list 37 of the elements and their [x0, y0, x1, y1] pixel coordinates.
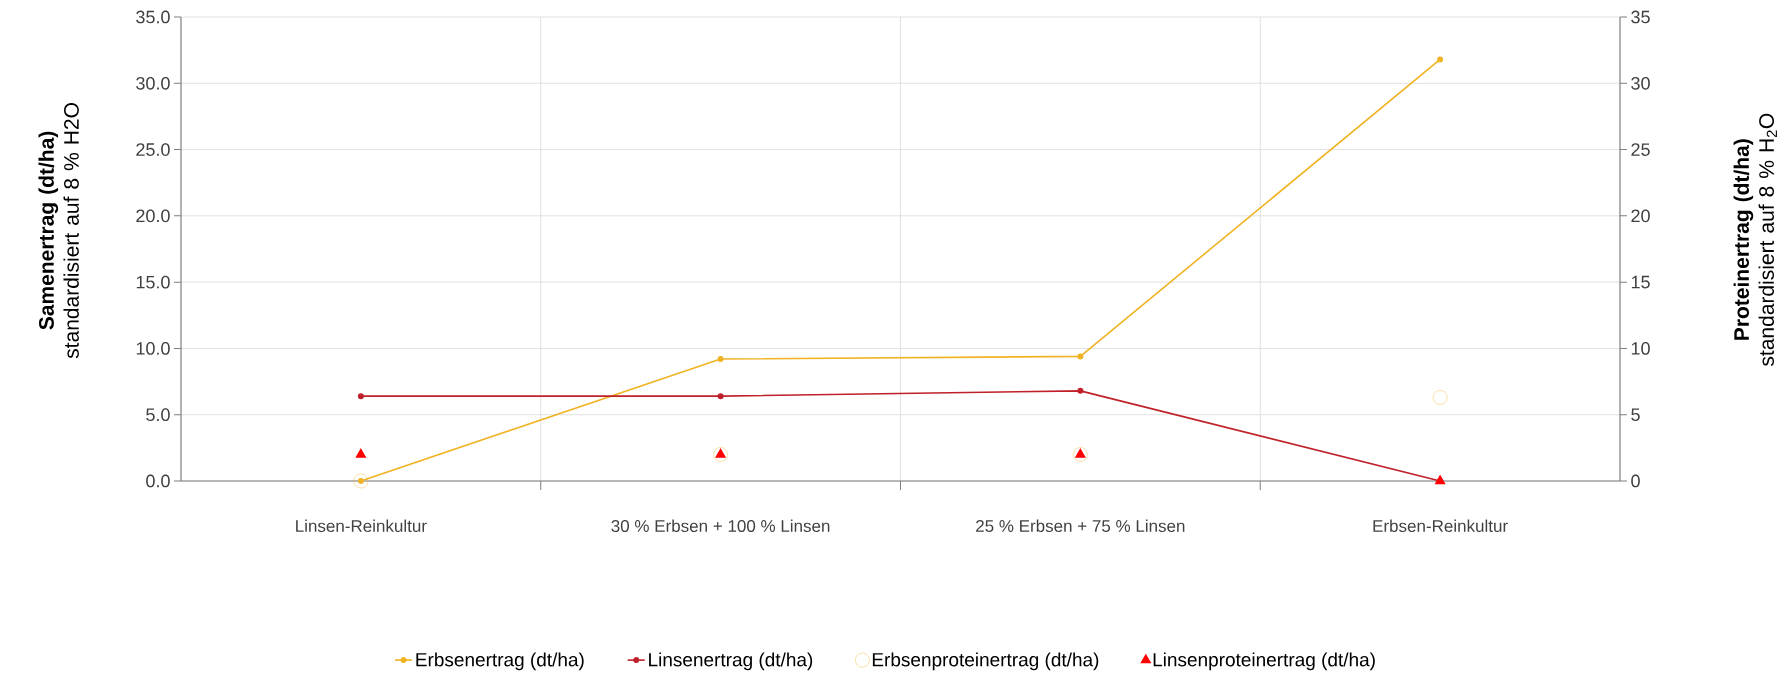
- legend-label: Erbsenertrag (dt/ha): [416, 652, 584, 671]
- point: [713, 447, 728, 462]
- y2-axis-title: Proteinertrag (dt/ha) standardisiert auf 8 % H$_{2}$O: [1733, 113, 1777, 367]
- y2-tick-label: 20: [1631, 209, 1650, 223]
- point: [717, 356, 724, 363]
- point: [353, 473, 369, 489]
- point: [357, 393, 364, 400]
- y2-tick-label: 30: [1631, 76, 1650, 90]
- point: [717, 393, 724, 400]
- y2-tick-label: 35: [1631, 10, 1650, 24]
- y-tick-label: 20.0: [136, 209, 170, 223]
- y-tick-label: 25.0: [136, 143, 170, 156]
- x-tick-label: Linsen-Reinkultur: [296, 519, 427, 533]
- point: [1073, 447, 1088, 462]
- x-tick-label: 30 % Erbsen + 100 % Linsen: [611, 519, 830, 533]
- x-tick-label: 25 % Erbsen + 75 % Linsen: [976, 519, 1185, 533]
- y-tick-label: 5.0: [146, 408, 170, 422]
- x-tick-label: Erbsen-Reinkultur: [1373, 519, 1508, 533]
- y2-tick-label: 0: [1631, 474, 1640, 488]
- y-tick-label: 10.0: [136, 342, 170, 355]
- legend-label: Linsenproteinertrag (dt/ha): [1153, 652, 1375, 671]
- legend-label: Linsenertrag (dt/ha): [649, 652, 813, 671]
- point: [1077, 387, 1084, 394]
- point: [1077, 353, 1084, 360]
- y-axis-title: Samenertrag (dt/ha) standardisiert auf 8 % H2O: [38, 103, 79, 359]
- point: [355, 448, 366, 458]
- y-tick-label: 30.0: [136, 76, 170, 90]
- y-tick-label: 0.0: [146, 474, 170, 488]
- y2-tick-label: 25: [1631, 143, 1650, 156]
- y2-tick-label: 5: [1631, 408, 1640, 421]
- point: [1437, 56, 1444, 63]
- y-tick-label: 15.0: [136, 275, 170, 289]
- y2-tick-label: 15: [1631, 275, 1650, 289]
- y2-tick-label: 10: [1631, 342, 1650, 355]
- legend-label: Erbsenproteinertrag (dt/ha): [872, 652, 1099, 671]
- point: [1432, 390, 1448, 405]
- y-tick-label: 35.0: [136, 10, 170, 24]
